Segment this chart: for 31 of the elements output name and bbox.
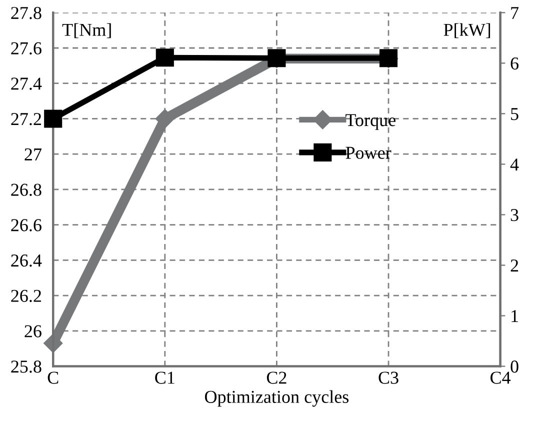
y-axis-title: T[Nm] [62, 23, 111, 38]
y-tick-label: 26.6 [11, 219, 42, 232]
x-tick-label: C2 [266, 372, 286, 384]
x-tick-label: C [48, 372, 58, 384]
legend-label: Torque [346, 114, 396, 130]
y-tick-label: 27.6 [11, 42, 42, 55]
y2-tick-label: 1 [512, 310, 518, 322]
y2-axis-title: P[kW] [444, 23, 490, 38]
y2-tick-label: 3 [510, 209, 518, 222]
y2-tick-label: 6 [510, 57, 519, 70]
y-tick-label: 26.4 [11, 254, 42, 267]
y-tick-label: 27 [24, 148, 42, 160]
point [44, 110, 62, 128]
y-tick-label: 26.8 [11, 184, 42, 196]
x-tick-label: C4 [490, 372, 511, 384]
y2-tick-label: 2 [510, 260, 518, 272]
y-tick-label: 26.2 [11, 290, 41, 302]
x-tick-label: C1 [155, 372, 174, 384]
legend-label: Power [346, 146, 392, 159]
point [156, 48, 174, 67]
x-axis-title: Optimization cycles [204, 390, 348, 407]
y-tick-label: 27.8 [11, 6, 42, 20]
y2-tick-label: 5 [511, 108, 518, 120]
y-tick-label: 25.8 [11, 360, 42, 373]
y2-tick-label: 7 [511, 7, 519, 19]
y2-tick-label: 0 [510, 360, 518, 373]
y-tick-label: 26 [24, 325, 42, 338]
y-tick-label: 27.2 [11, 113, 41, 126]
x-tick-label: C3 [378, 372, 398, 384]
y2-tick-label: 4 [510, 158, 519, 170]
y-tick-label: 27.4 [11, 78, 42, 90]
